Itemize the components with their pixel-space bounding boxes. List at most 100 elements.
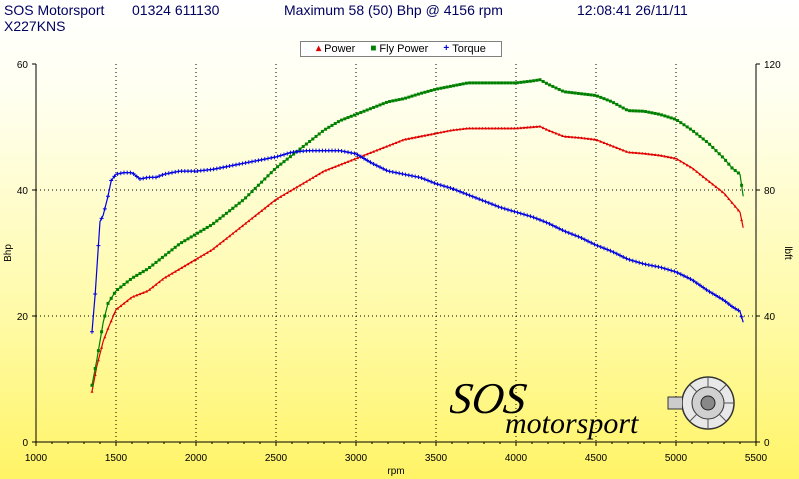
header-timestamp: 12:08:41 26/11/11 [577, 2, 688, 18]
torque-point [358, 154, 363, 159]
power-point [669, 156, 673, 159]
logo-text-sos: SOS [450, 374, 529, 423]
torque-point [595, 243, 600, 248]
fly-power-point [608, 99, 612, 103]
torque-point [522, 212, 526, 217]
fly-power-point [279, 162, 283, 166]
fly-power-point [164, 253, 168, 257]
torque-point [237, 162, 242, 167]
fly-power-point [359, 111, 363, 115]
fly-power-point [480, 81, 484, 85]
power-point [256, 211, 260, 215]
fly-power-point [224, 211, 228, 215]
torque-point [486, 200, 491, 205]
fly-power-point [413, 93, 417, 97]
power-point [727, 197, 731, 201]
power-point [442, 130, 446, 133]
fly-power-point [141, 270, 145, 274]
fly-power-point [119, 285, 123, 289]
torque-point [173, 170, 178, 175]
power-point [445, 129, 449, 133]
fly-power-point [711, 145, 715, 149]
fly-power-point [378, 103, 382, 107]
torque-point [134, 174, 139, 179]
torque-point [627, 257, 632, 262]
power-point [455, 128, 459, 131]
torque-point [422, 177, 427, 182]
power-point [218, 242, 222, 245]
fly-power-point [615, 102, 619, 106]
fly-power-point [656, 112, 660, 116]
fly-power-point [599, 95, 603, 99]
power-point [292, 187, 296, 191]
torque-point [278, 153, 283, 158]
power-point [400, 138, 404, 142]
legend-label-fly-power: Fly Power [379, 43, 429, 55]
fly-power-point [429, 89, 433, 93]
fly-power-point [532, 79, 536, 83]
turbo-icon [667, 376, 735, 430]
fly-power-point [426, 89, 430, 93]
power-line [91, 125, 744, 392]
fly-power-point [730, 166, 734, 170]
torque-point [214, 166, 219, 171]
power-point [263, 206, 267, 210]
fly-power-point [634, 109, 638, 113]
fly-power-point [228, 209, 232, 213]
fly-power-point [663, 114, 667, 118]
power-point [151, 285, 155, 289]
power-point [621, 148, 625, 152]
power-point [429, 132, 433, 136]
power-point [503, 126, 507, 130]
fly-power-point [688, 127, 692, 131]
torque-point [374, 163, 379, 168]
fly-power-point [304, 142, 308, 146]
torque-point [256, 158, 261, 163]
fly-power-point [596, 94, 600, 98]
fly-power-point [320, 129, 324, 133]
fly-power-point [660, 113, 664, 117]
torque-point [528, 214, 533, 219]
fly-power-point [692, 129, 696, 133]
torque-point [246, 160, 251, 165]
fly-power-point [592, 93, 596, 97]
fly-power-point [189, 235, 193, 239]
power-point [548, 129, 552, 132]
torque-point [576, 234, 581, 239]
torque-point [490, 202, 494, 207]
torque-point [640, 261, 645, 266]
power-point [676, 157, 680, 161]
fly-power-point [461, 82, 465, 86]
torque-point [442, 184, 446, 189]
torque-point [400, 171, 405, 176]
torque-point [413, 174, 418, 179]
power-point [528, 125, 532, 129]
power-point [279, 195, 283, 198]
power-point [439, 130, 443, 134]
fly-power-point [727, 162, 731, 166]
power-point [538, 124, 542, 128]
power-point [458, 127, 462, 131]
legend-item-fly-power: ■ Fly Power [370, 43, 428, 55]
fly-power-point [528, 79, 532, 83]
fly-power-point [708, 142, 712, 146]
torque-point [598, 245, 603, 250]
power-point [391, 142, 395, 146]
fly-power-marker-icon: ■ [370, 43, 377, 54]
fly-power-point [468, 81, 472, 85]
x-tick-label: 3500 [425, 453, 448, 464]
torque-point [221, 165, 226, 170]
power-point [180, 266, 184, 270]
power-point [560, 134, 564, 138]
fly-power-point [557, 87, 561, 91]
fly-power-point [221, 214, 225, 218]
power-point [183, 264, 187, 268]
header-vehicle: X227KNS [4, 18, 66, 34]
fly-power-point [580, 92, 584, 96]
fly-power-point [288, 155, 292, 159]
torque-point [691, 278, 696, 283]
power-point [234, 229, 238, 233]
fly-power-point [698, 134, 702, 138]
torque-point [390, 170, 395, 175]
power-point [679, 159, 683, 163]
